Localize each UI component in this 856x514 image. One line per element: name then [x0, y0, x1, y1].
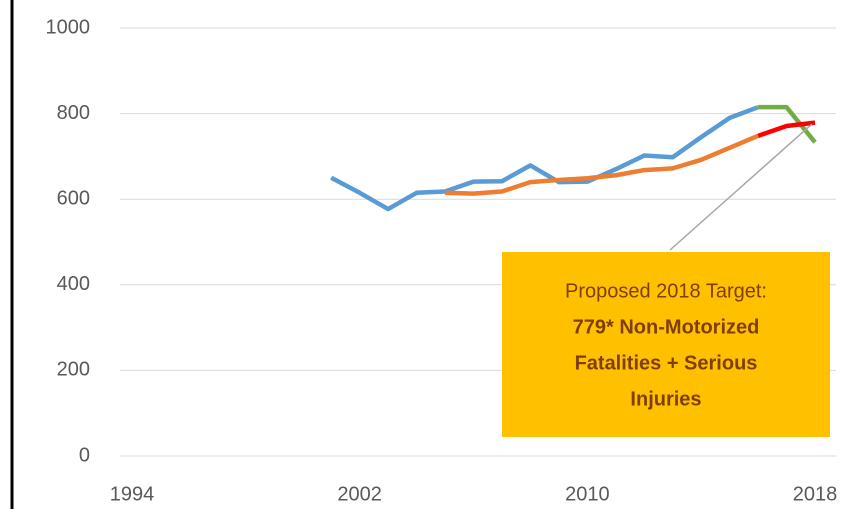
- y-tick-label: 0: [79, 444, 90, 466]
- x-tick-label: 2002: [337, 483, 382, 505]
- leader-line: [669, 123, 813, 251]
- annotation-box: [502, 252, 830, 437]
- y-tick-label: 400: [57, 273, 90, 295]
- annotation-text: Injuries: [630, 388, 701, 410]
- series-line: [757, 120, 816, 138]
- y-tick-label: 600: [57, 187, 90, 209]
- y-tick-label: 800: [57, 102, 90, 124]
- x-tick-label: 1994: [110, 483, 155, 505]
- x-tick-label: 2010: [565, 483, 610, 505]
- annotation-text: Proposed 2018 Target:: [565, 280, 767, 302]
- annotation-text: 779* Non-Motorized: [573, 316, 760, 338]
- series-line: [330, 105, 759, 212]
- series-line: [444, 133, 759, 196]
- x-tick-label: 2018: [793, 483, 838, 505]
- annotation-text: Fatalities + Serious: [575, 352, 758, 374]
- y-tick-label: 200: [57, 359, 90, 381]
- y-tick-label: 1000: [46, 16, 91, 38]
